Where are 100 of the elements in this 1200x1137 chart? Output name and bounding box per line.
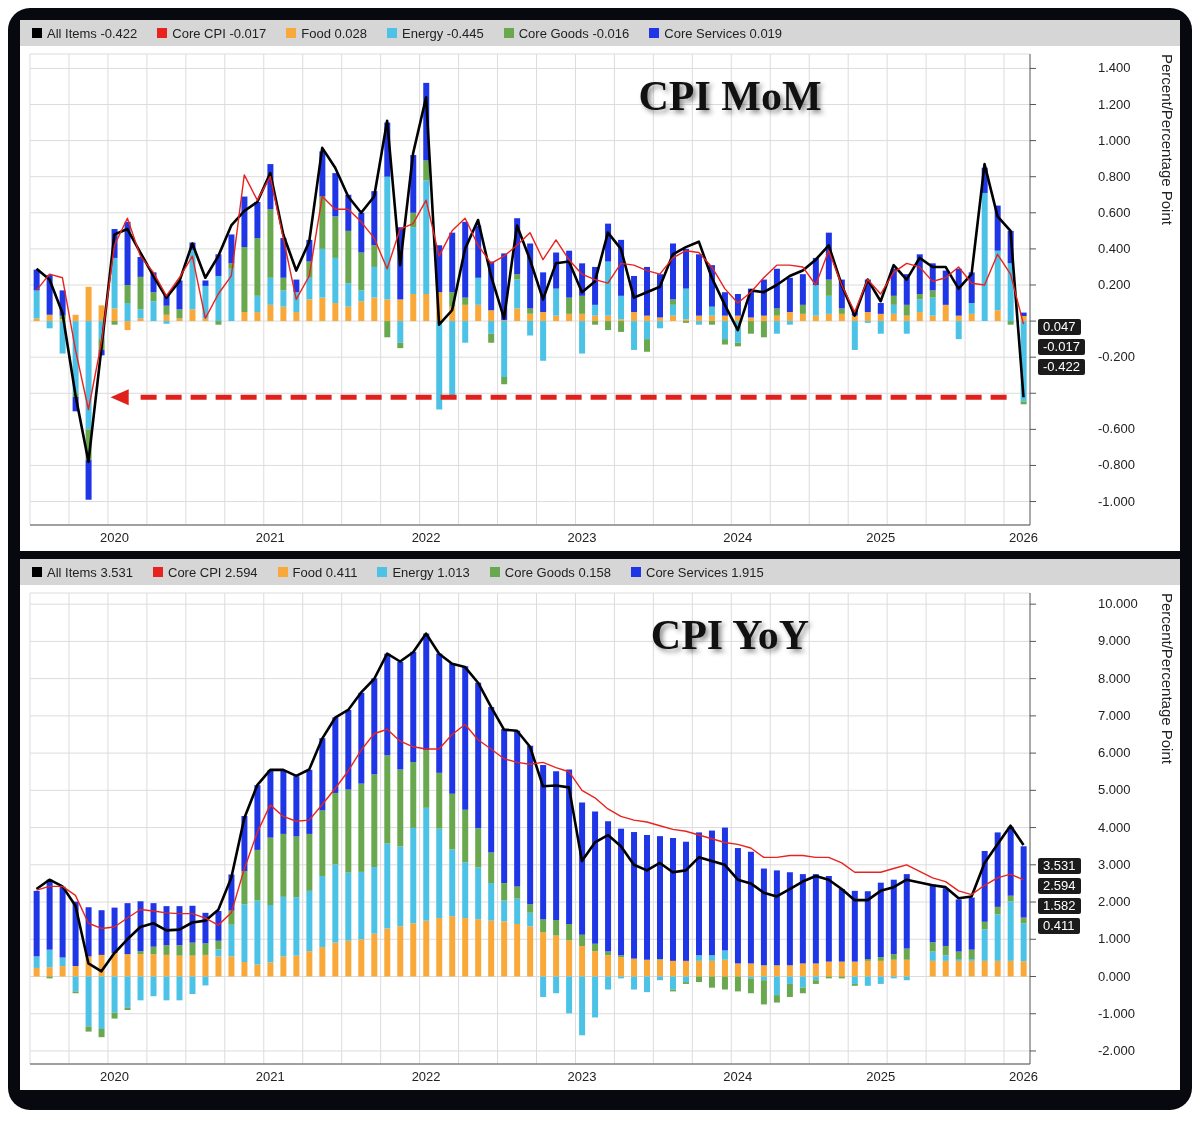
bar	[345, 709, 352, 790]
bar	[163, 314, 170, 322]
bar	[332, 257, 339, 304]
bar	[449, 916, 456, 977]
bar	[215, 321, 222, 325]
bar	[462, 666, 469, 810]
bar	[786, 872, 793, 966]
bar	[501, 321, 508, 378]
bar	[215, 910, 222, 941]
bar	[267, 962, 274, 977]
bar	[176, 955, 183, 977]
bar	[838, 308, 845, 314]
bar	[384, 321, 391, 338]
x-tick-label: 2021	[255, 530, 285, 546]
bar	[111, 308, 118, 322]
bar	[851, 321, 858, 350]
bar	[189, 309, 196, 322]
bar	[137, 951, 144, 955]
legend-label: Core CPI -0.017	[172, 25, 267, 41]
bar	[72, 976, 79, 992]
bar	[838, 889, 845, 962]
bar	[631, 976, 638, 990]
bar	[708, 306, 715, 316]
bar	[59, 886, 66, 958]
bar	[592, 951, 599, 977]
bar	[890, 954, 897, 960]
line-series	[35, 174, 1025, 411]
bar	[773, 315, 780, 322]
bar	[254, 312, 261, 322]
bar	[293, 776, 300, 837]
bar	[85, 976, 92, 1027]
bar	[397, 321, 404, 343]
bar	[475, 919, 482, 977]
bar	[721, 827, 728, 951]
bar	[708, 955, 715, 961]
bar	[838, 313, 845, 322]
bar	[46, 967, 53, 977]
bar	[994, 960, 1001, 977]
bar	[825, 875, 832, 962]
bar	[228, 956, 235, 977]
bar	[968, 949, 975, 959]
bar	[929, 290, 936, 298]
bar	[540, 932, 547, 977]
bar	[228, 268, 235, 322]
bar	[877, 313, 884, 322]
legend-label: Core Goods 0.158	[504, 564, 611, 580]
bar	[280, 290, 287, 307]
bar	[708, 976, 715, 988]
bar	[955, 951, 962, 959]
bar	[423, 750, 430, 808]
x-tick-label: 2024	[723, 530, 753, 546]
bar	[760, 980, 767, 1005]
bar	[98, 976, 105, 1029]
bar	[708, 960, 715, 977]
bar	[371, 867, 378, 934]
x-tick-label: 2023	[567, 1069, 597, 1085]
bar	[501, 921, 508, 977]
bar	[1020, 923, 1027, 962]
bar	[280, 833, 287, 897]
bar	[644, 835, 651, 960]
bar	[553, 315, 560, 322]
bar	[124, 321, 131, 331]
bar	[747, 317, 754, 322]
bar	[306, 769, 313, 834]
bar	[708, 315, 715, 322]
bar	[695, 254, 702, 316]
bar	[176, 976, 183, 1001]
bar	[592, 811, 599, 944]
bar	[747, 963, 754, 977]
bar	[358, 939, 365, 977]
bar	[384, 299, 391, 322]
text: 1.582	[1038, 898, 1081, 915]
bar	[358, 871, 365, 940]
bar	[514, 886, 521, 899]
bar	[929, 884, 936, 943]
bar	[46, 321, 53, 329]
bar	[384, 843, 391, 929]
bar	[488, 852, 495, 884]
y-tick-label: -1.000	[1098, 1005, 1135, 1021]
x-tick-label: 2026	[1009, 1069, 1038, 1085]
bar	[124, 954, 131, 977]
bar	[592, 321, 599, 325]
bar	[994, 906, 1001, 915]
bar	[903, 874, 910, 949]
bar	[241, 247, 248, 313]
bar	[605, 976, 612, 990]
y-tick-label: 0.000	[1098, 968, 1131, 984]
bar	[981, 192, 988, 322]
bar	[877, 321, 884, 334]
bar	[657, 317, 664, 322]
bar	[981, 929, 988, 961]
bar	[306, 277, 313, 300]
bar	[85, 321, 92, 430]
bar	[358, 252, 365, 291]
bar	[981, 960, 988, 977]
bar	[267, 837, 274, 906]
bar	[916, 294, 923, 300]
bar	[605, 321, 612, 331]
bar	[890, 295, 897, 305]
bar	[903, 315, 910, 322]
